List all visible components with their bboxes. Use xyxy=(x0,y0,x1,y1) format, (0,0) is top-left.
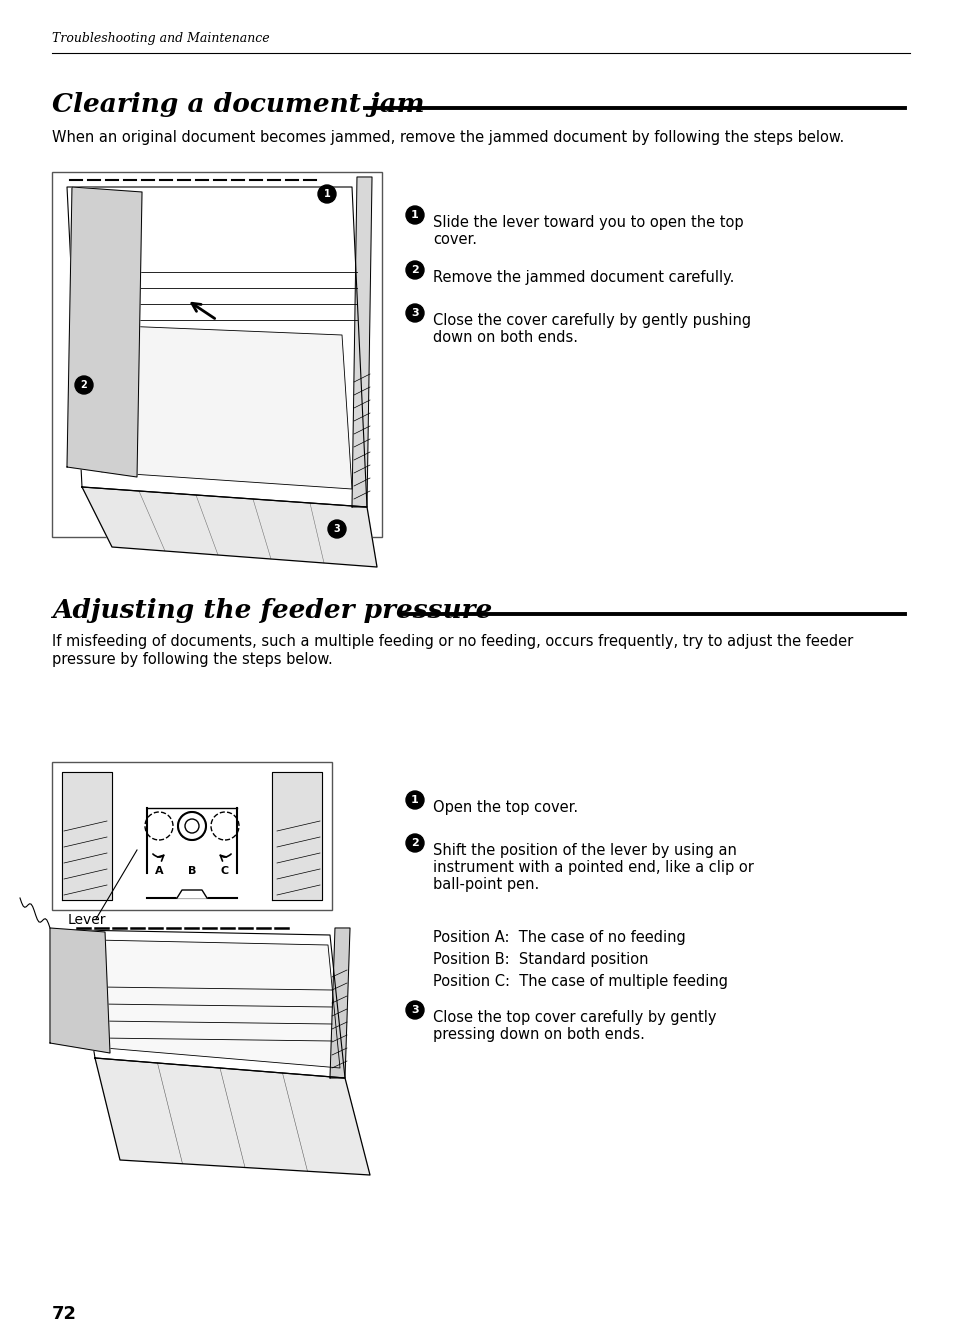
Circle shape xyxy=(317,185,335,203)
Bar xyxy=(52,172,381,537)
Text: ball-point pen.: ball-point pen. xyxy=(433,877,538,892)
Text: Open the top cover.: Open the top cover. xyxy=(433,800,578,816)
Polygon shape xyxy=(82,487,376,567)
Circle shape xyxy=(406,303,423,322)
Text: pressing down on both ends.: pressing down on both ends. xyxy=(433,1027,644,1042)
Circle shape xyxy=(145,812,172,840)
Polygon shape xyxy=(177,890,207,898)
Text: Clearing a document jam: Clearing a document jam xyxy=(52,92,424,118)
Text: Shift the position of the lever by using an: Shift the position of the lever by using… xyxy=(433,844,736,858)
Circle shape xyxy=(211,812,239,840)
Circle shape xyxy=(406,834,423,852)
Text: Close the cover carefully by gently pushing: Close the cover carefully by gently push… xyxy=(433,313,750,328)
Text: 2: 2 xyxy=(411,838,418,848)
Text: C: C xyxy=(221,866,229,876)
Text: Adjusting the feeder pressure: Adjusting the feeder pressure xyxy=(52,598,492,623)
Text: cover.: cover. xyxy=(433,233,476,247)
Polygon shape xyxy=(67,187,367,507)
Circle shape xyxy=(178,812,206,840)
Text: Close the top cover carefully by gently: Close the top cover carefully by gently xyxy=(433,1009,716,1025)
Text: 2: 2 xyxy=(411,265,418,275)
Text: pressure by following the steps below.: pressure by following the steps below. xyxy=(52,652,333,667)
Text: 1: 1 xyxy=(411,210,418,221)
Polygon shape xyxy=(95,1058,370,1175)
Polygon shape xyxy=(97,325,352,489)
Circle shape xyxy=(406,261,423,279)
Polygon shape xyxy=(67,187,142,477)
Polygon shape xyxy=(272,771,322,900)
Polygon shape xyxy=(352,176,372,507)
Text: 1: 1 xyxy=(323,189,330,199)
Polygon shape xyxy=(75,931,345,1078)
Text: A: A xyxy=(154,866,163,876)
Bar xyxy=(52,762,332,910)
Polygon shape xyxy=(62,771,112,900)
Text: Troubleshooting and Maintenance: Troubleshooting and Maintenance xyxy=(52,32,270,45)
Circle shape xyxy=(185,820,199,833)
Text: Position C:  The case of multiple feeding: Position C: The case of multiple feeding xyxy=(433,973,727,989)
Text: Lever: Lever xyxy=(68,913,107,927)
Polygon shape xyxy=(330,928,350,1078)
Text: Position A:  The case of no feeding: Position A: The case of no feeding xyxy=(433,931,685,945)
Circle shape xyxy=(178,812,206,840)
Text: instrument with a pointed end, like a clip or: instrument with a pointed end, like a cl… xyxy=(433,860,753,874)
Text: 3: 3 xyxy=(411,308,418,318)
Text: B: B xyxy=(188,866,196,876)
Text: Remove the jammed document carefully.: Remove the jammed document carefully. xyxy=(433,270,734,285)
Text: When an original document becomes jammed, remove the jammed document by followin: When an original document becomes jammed… xyxy=(52,130,843,144)
Polygon shape xyxy=(95,940,339,1068)
Text: 1: 1 xyxy=(411,796,418,805)
Circle shape xyxy=(75,376,92,394)
Text: Position B:  Standard position: Position B: Standard position xyxy=(433,952,648,967)
Polygon shape xyxy=(50,928,110,1054)
Text: If misfeeding of documents, such a multiple feeding or no feeding, occurs freque: If misfeeding of documents, such a multi… xyxy=(52,634,852,648)
Text: down on both ends.: down on both ends. xyxy=(433,330,578,345)
Text: 3: 3 xyxy=(334,524,340,533)
Circle shape xyxy=(406,206,423,225)
Text: Slide the lever toward you to open the top: Slide the lever toward you to open the t… xyxy=(433,215,742,230)
Circle shape xyxy=(406,1001,423,1019)
Text: 2: 2 xyxy=(81,380,88,390)
Text: 3: 3 xyxy=(411,1005,418,1015)
Text: 72: 72 xyxy=(52,1305,77,1324)
Circle shape xyxy=(328,520,346,537)
Circle shape xyxy=(406,792,423,809)
